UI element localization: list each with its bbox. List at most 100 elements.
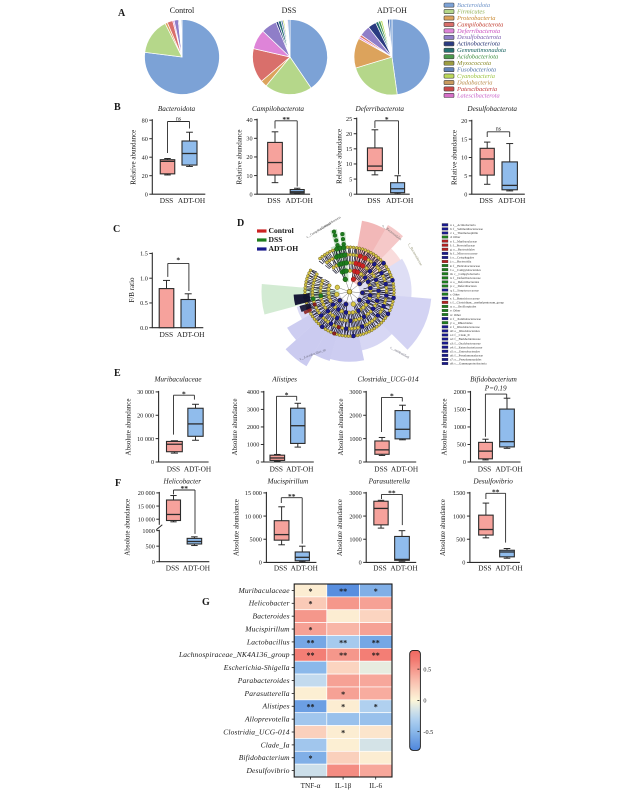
svg-text:Absolute abundance: Absolute abundance bbox=[233, 499, 241, 556]
svg-text:ADT-OH: ADT-OH bbox=[183, 564, 211, 573]
svg-text:Desulfovibrio: Desulfovibrio bbox=[472, 478, 513, 486]
svg-text:a6: f__Pseudomonadaceae: a6: f__Pseudomonadaceae bbox=[450, 354, 484, 358]
svg-text:ADT-OH: ADT-OH bbox=[177, 330, 205, 339]
svg-text:Relative abundance: Relative abundance bbox=[335, 129, 343, 184]
svg-text:P=0.19: P=0.19 bbox=[484, 385, 507, 393]
svg-text:t: f__Clostridium__methylpento: t: f__Clostridium__methylpentosum_group bbox=[450, 301, 504, 305]
svg-text:w: Other: w: Other bbox=[450, 313, 461, 317]
svg-text:ns: ns bbox=[176, 116, 182, 122]
svg-text:40: 40 bbox=[246, 117, 252, 124]
svg-text:DSS: DSS bbox=[166, 564, 179, 573]
svg-text:a: s__Actinobacteria: a: s__Actinobacteria bbox=[450, 223, 476, 227]
svg-text:Absolute abundance: Absolute abundance bbox=[231, 398, 239, 455]
svg-text:Escherichia-Shigella: Escherichia-Shigella bbox=[223, 663, 290, 672]
svg-text:Clostridia_UCG-014: Clostridia_UCG-014 bbox=[357, 376, 419, 384]
svg-text:*: * bbox=[374, 703, 378, 712]
svg-text:ADT-OH: ADT-OH bbox=[269, 244, 299, 253]
svg-text:15: 15 bbox=[461, 136, 467, 143]
svg-text:500: 500 bbox=[146, 543, 155, 550]
svg-text:Myxococcota: Myxococcota bbox=[456, 60, 491, 67]
svg-text:Desulfovibrio: Desulfovibrio bbox=[245, 766, 289, 775]
svg-text:1.0: 1.0 bbox=[140, 275, 148, 282]
svg-text:Control: Control bbox=[269, 226, 294, 235]
svg-text:Lactobacillus: Lactobacillus bbox=[246, 637, 290, 646]
svg-text:*: * bbox=[182, 389, 186, 398]
svg-text:1000: 1000 bbox=[349, 436, 361, 443]
svg-text:C: C bbox=[113, 224, 120, 235]
svg-text:a3: f__Oxalobacteraceae: a3: f__Oxalobacteraceae bbox=[450, 341, 481, 345]
svg-text:3000: 3000 bbox=[349, 389, 361, 396]
svg-text:Deferribacterota: Deferribacterota bbox=[354, 105, 404, 113]
svg-text:DSS: DSS bbox=[374, 465, 387, 474]
svg-text:l: o__Campylobacterales: l: o__Campylobacterales bbox=[450, 268, 482, 272]
svg-text:**: ** bbox=[339, 587, 347, 596]
svg-text:DSS: DSS bbox=[478, 564, 491, 573]
svg-text:0.0: 0.0 bbox=[140, 325, 148, 332]
svg-text:5000: 5000 bbox=[250, 536, 262, 543]
svg-text:0: 0 bbox=[349, 191, 352, 198]
svg-text:**: ** bbox=[492, 488, 500, 497]
svg-text:Relative abundance: Relative abundance bbox=[451, 130, 459, 185]
svg-text:Bifidobacterium: Bifidobacterium bbox=[239, 753, 290, 762]
svg-text:Absolute abundance: Absolute abundance bbox=[336, 499, 344, 556]
svg-text:d: Other: d: Other bbox=[450, 235, 460, 239]
svg-text:Latescibacterota: Latescibacterota bbox=[456, 92, 500, 99]
svg-text:0.5: 0.5 bbox=[423, 666, 431, 673]
svg-text:ADT-OH: ADT-OH bbox=[286, 465, 314, 474]
svg-text:*: * bbox=[374, 587, 378, 596]
svg-text:ADT-OH: ADT-OH bbox=[286, 196, 314, 205]
svg-text:2000: 2000 bbox=[349, 413, 361, 420]
svg-text:F/B ratio: F/B ratio bbox=[128, 277, 136, 303]
svg-text:Desulfobacterota: Desulfobacterota bbox=[456, 34, 501, 41]
svg-text:**: ** bbox=[282, 115, 290, 124]
svg-text:Alloprevotella: Alloprevotella bbox=[244, 715, 290, 724]
svg-text:1000: 1000 bbox=[142, 528, 154, 535]
svg-text:80: 80 bbox=[142, 117, 148, 124]
svg-text:30: 30 bbox=[246, 136, 252, 143]
svg-text:5: 5 bbox=[349, 176, 352, 183]
svg-text:0.5: 0.5 bbox=[140, 300, 148, 307]
svg-text:m: c__Campylobacteria: m: c__Campylobacteria bbox=[450, 272, 480, 276]
svg-text:0: 0 bbox=[145, 191, 148, 198]
svg-text:**: ** bbox=[307, 651, 315, 660]
svg-text:Deferribacterota: Deferribacterota bbox=[456, 28, 500, 35]
svg-text:ADT-OH: ADT-OH bbox=[184, 465, 212, 474]
svg-text:a5: o__Enterobacterales: a5: o__Enterobacterales bbox=[450, 350, 481, 354]
svg-text:IL-1β: IL-1β bbox=[335, 782, 352, 790]
svg-text:1.5: 1.5 bbox=[140, 251, 148, 258]
svg-text:a2: f__Burkholderiaceae: a2: f__Burkholderiaceae bbox=[450, 337, 481, 341]
svg-text:DSS: DSS bbox=[480, 196, 493, 205]
svg-text:*: * bbox=[176, 255, 180, 264]
svg-text:5: 5 bbox=[464, 173, 467, 180]
svg-text:0: 0 bbox=[359, 560, 362, 567]
svg-text:ADT-OH: ADT-OH bbox=[291, 564, 319, 573]
svg-text:10: 10 bbox=[461, 155, 467, 162]
svg-text:o: o__Deferribacterales: o: o__Deferribacterales bbox=[450, 280, 480, 284]
svg-text:0: 0 bbox=[151, 459, 154, 466]
svg-text:c: s__Thermoleophilia: c: s__Thermoleophilia bbox=[450, 231, 479, 235]
svg-text:r: Other: r: Other bbox=[450, 292, 460, 296]
svg-text:k: f__Helicobacteraceae: k: f__Helicobacteraceae bbox=[450, 264, 481, 268]
svg-text:TNF-α: TNF-α bbox=[301, 782, 321, 790]
svg-text:15 000: 15 000 bbox=[138, 503, 155, 510]
svg-text:Mucispirillum: Mucispirillum bbox=[267, 478, 309, 486]
svg-text:Cyanobacteria: Cyanobacteria bbox=[457, 73, 495, 80]
svg-text:DSS: DSS bbox=[160, 196, 173, 205]
svg-text:B: B bbox=[114, 102, 121, 113]
svg-text:Helicobacter: Helicobacter bbox=[248, 599, 290, 608]
svg-text:s: f__Butyricicoccaceae: s: f__Butyricicoccaceae bbox=[450, 296, 480, 300]
svg-text:**: ** bbox=[307, 703, 315, 712]
svg-text:Control: Control bbox=[170, 6, 195, 15]
svg-text:ADT-OH: ADT-OH bbox=[386, 196, 414, 205]
svg-text:DSS: DSS bbox=[373, 564, 386, 573]
svg-text:DSS: DSS bbox=[267, 196, 280, 205]
svg-text:4000: 4000 bbox=[247, 389, 259, 396]
svg-text:ADT-OH: ADT-OH bbox=[495, 564, 523, 573]
svg-text:D: D bbox=[237, 218, 244, 229]
svg-text:i: o__Cytophagales: i: o__Cytophagales bbox=[450, 256, 475, 260]
svg-text:Relative abundance: Relative abundance bbox=[236, 129, 244, 184]
svg-text:*: * bbox=[341, 690, 345, 699]
svg-text:Bifidobacterium: Bifidobacterium bbox=[470, 376, 517, 384]
svg-text:Bacteroides: Bacteroides bbox=[252, 612, 289, 621]
svg-text:DSS: DSS bbox=[367, 196, 380, 205]
